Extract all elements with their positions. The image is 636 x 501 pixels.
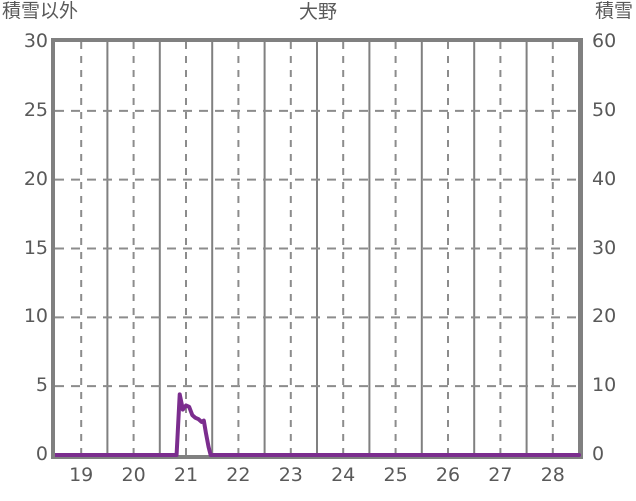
- x-tick-label: 22: [226, 464, 251, 486]
- left-tick-label: 10: [23, 305, 48, 328]
- data-series-line: [55, 392, 581, 457]
- x-tick-label: 25: [383, 464, 408, 486]
- x-tick-label: 20: [121, 464, 146, 486]
- x-tick-label: 21: [173, 464, 199, 486]
- x-tick-label: 19: [69, 464, 94, 486]
- x-tick-label: 28: [540, 464, 565, 486]
- right-tick-label: 60: [592, 30, 617, 52]
- right-axis-title: 積雪: [594, 0, 633, 22]
- left-tick-label: 25: [23, 98, 48, 121]
- x-tick-label: 24: [331, 464, 356, 486]
- right-tick-label: 10: [592, 374, 617, 397]
- plot-frame: [51, 38, 583, 459]
- right-tick-label: 40: [592, 167, 617, 190]
- left-tick-label: 20: [23, 167, 48, 190]
- x-tick-label: 27: [488, 464, 513, 486]
- left-tick-label: 5: [35, 374, 48, 397]
- page-title: 大野: [298, 1, 337, 23]
- right-tick-label: 30: [592, 236, 617, 259]
- left-tick-label: 0: [35, 443, 48, 465]
- right-tick-label: 20: [592, 305, 617, 328]
- x-tick-label: 26: [435, 464, 461, 486]
- left-tick-label: 30: [23, 30, 48, 52]
- left-axis-title: 積雪以外: [2, 0, 79, 22]
- left-tick-label: 15: [23, 236, 48, 259]
- right-tick-label: 50: [592, 98, 617, 121]
- right-tick-label: 0: [592, 443, 605, 465]
- x-tick-label: 23: [278, 464, 303, 486]
- series-layer: [55, 392, 581, 457]
- grid-layer: [55, 42, 580, 455]
- plot-area: [55, 42, 581, 457]
